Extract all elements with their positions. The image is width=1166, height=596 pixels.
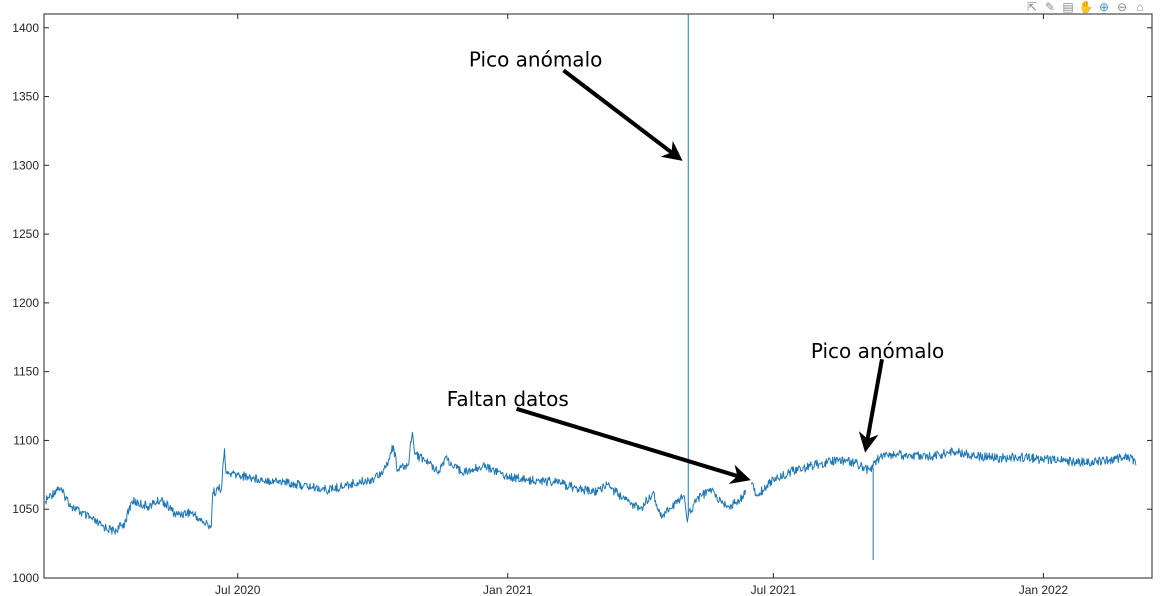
y-tick-label: 1300 (12, 158, 39, 172)
x-tick-label: Jul 2021 (751, 583, 797, 596)
zoom-out-icon[interactable]: ⊖ (1116, 0, 1128, 14)
y-tick-label: 1350 (12, 90, 39, 104)
y-tick-label: 1200 (12, 296, 39, 310)
y-tick-label: 1100 (13, 433, 39, 447)
brush-icon[interactable]: ✎ (1044, 0, 1056, 14)
annotation-layer: Pico anómalo Faltan datos Pico anómalo (447, 47, 944, 484)
y-tick-label: 1400 (12, 21, 39, 35)
annotation-text: Pico anómalo (469, 47, 602, 71)
annotation-arrow (515, 406, 751, 484)
pan-icon[interactable]: ✋ (1078, 0, 1094, 14)
axes-box (43, 13, 1153, 579)
x-tick-label: Jan 2021 (483, 583, 533, 596)
zoom-in-icon[interactable]: ⊕ (1098, 0, 1110, 14)
export-icon[interactable]: ⇱ (1026, 0, 1038, 14)
annotation-arrow (562, 68, 683, 161)
datatip-icon[interactable]: ▤ (1062, 0, 1074, 14)
home-icon[interactable]: ⌂ (1136, 0, 1144, 14)
x-tick-label: Jan 2022 (1019, 583, 1069, 596)
plot-frame (43, 13, 1153, 579)
x-tick-label: Jul 2020 (215, 583, 261, 596)
annotation-text: Faltan datos (447, 387, 569, 411)
series-line (45, 431, 746, 535)
y-axis: 1000 1050 1100 1150 1200 1250 1300 1350 1400 (12, 21, 1152, 585)
y-tick-label: 1250 (12, 227, 39, 241)
x-axis: Jul 2020 Jan 2021 Jul 2021 Jan 2022 (215, 14, 1068, 596)
y-tick-label: 1000 (12, 571, 39, 585)
y-tick-label: 1050 (12, 502, 39, 516)
figure-toolbar: ⇱ ✎ ▤ ✋ ⊕ ⊖ ⌂ (1024, 0, 1148, 14)
spike-layer (687, 14, 874, 561)
series-line (750, 447, 1137, 497)
y-tick-label: 1150 (13, 365, 39, 379)
annotation-arrow (858, 358, 884, 453)
annotation-text: Pico anómalo (811, 339, 944, 363)
series-layer (45, 431, 1137, 535)
